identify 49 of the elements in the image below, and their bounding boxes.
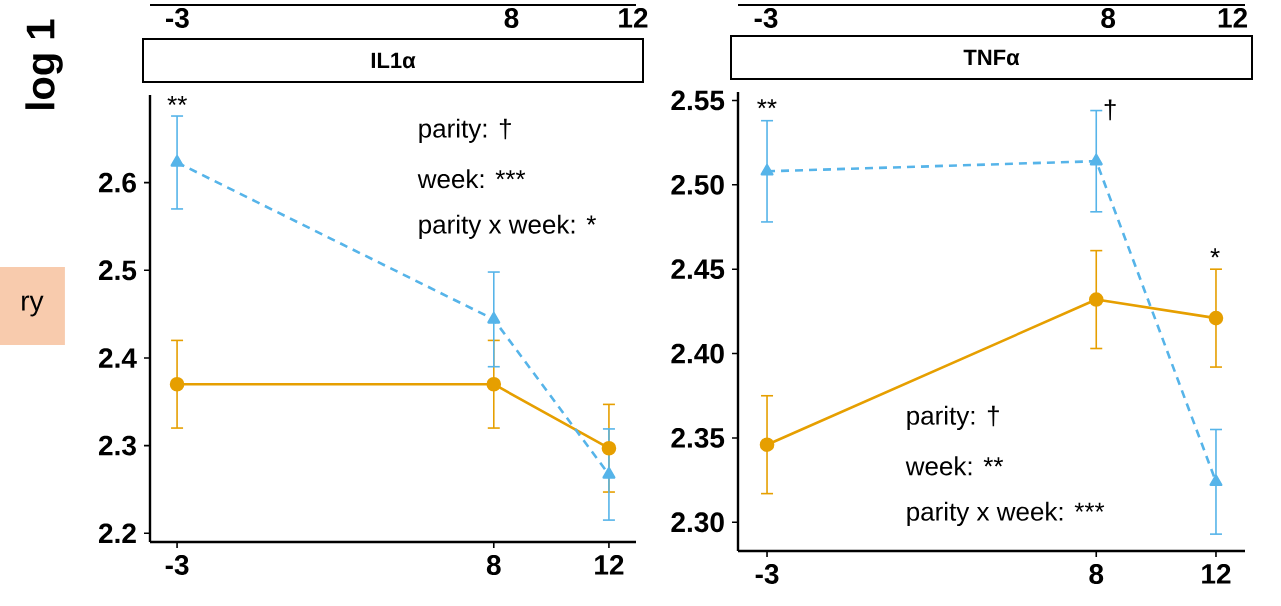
y-tick-label: 2.30 <box>671 512 724 533</box>
annotation: week: *** <box>417 169 526 189</box>
x-tick-label: 12 <box>1202 564 1231 584</box>
point <box>170 155 184 167</box>
y-axis-title: log 1 <box>25 19 63 109</box>
annotation: * <box>1210 248 1220 258</box>
point <box>169 376 185 392</box>
y-tick-label: 2.50 <box>671 174 724 195</box>
x2-tick-label: 8 <box>1101 8 1116 28</box>
y-tick-label: 2.55 <box>671 90 725 111</box>
annotation: parity: † <box>907 405 999 431</box>
y-tick-label: 2.2 <box>98 523 136 544</box>
point <box>487 312 501 324</box>
x2-tick-label: 8 <box>504 8 519 28</box>
point <box>1209 474 1223 487</box>
text: ry <box>22 295 44 317</box>
x-tick-label: -3 <box>755 564 779 584</box>
y-tick-label: 2.5 <box>98 260 137 281</box>
y-tick-label: 2.45 <box>671 259 725 280</box>
x2-tick-label: 12 <box>619 8 648 28</box>
point <box>759 437 775 452</box>
point <box>1208 310 1224 326</box>
y-tick-label: 2.3 <box>98 435 136 456</box>
annotation: week: ** <box>905 456 1004 476</box>
x-tick-label: -3 <box>165 555 189 575</box>
point <box>1088 292 1104 307</box>
x2-tick-label: 12 <box>1218 8 1248 28</box>
annotation: † <box>1104 99 1116 121</box>
x2-tick-label: -3 <box>754 8 778 28</box>
y-tick-label: 2.40 <box>671 343 724 364</box>
point <box>486 376 502 392</box>
x-tick-label: 12 <box>595 555 624 575</box>
annotation: parity x week: *** <box>907 501 1105 527</box>
annotation: ** <box>167 95 187 106</box>
point <box>602 467 616 479</box>
point <box>601 440 617 456</box>
chart-title: IL1α <box>371 52 416 69</box>
point <box>760 164 774 176</box>
y-tick-label: 2.4 <box>98 348 137 368</box>
y-tick-label: 2.6 <box>98 172 136 193</box>
x-tick-label: 8 <box>486 555 501 575</box>
point <box>1089 153 1103 166</box>
chart-title: TNFα <box>963 49 1020 66</box>
x-tick-label: 8 <box>1089 564 1104 584</box>
annotation: parity: † <box>419 118 511 143</box>
annotation: ** <box>757 99 777 109</box>
annotation: parity x week: * <box>419 214 596 239</box>
y-tick-label: 2.35 <box>671 427 725 448</box>
x2-tick-label: -3 <box>165 8 189 28</box>
